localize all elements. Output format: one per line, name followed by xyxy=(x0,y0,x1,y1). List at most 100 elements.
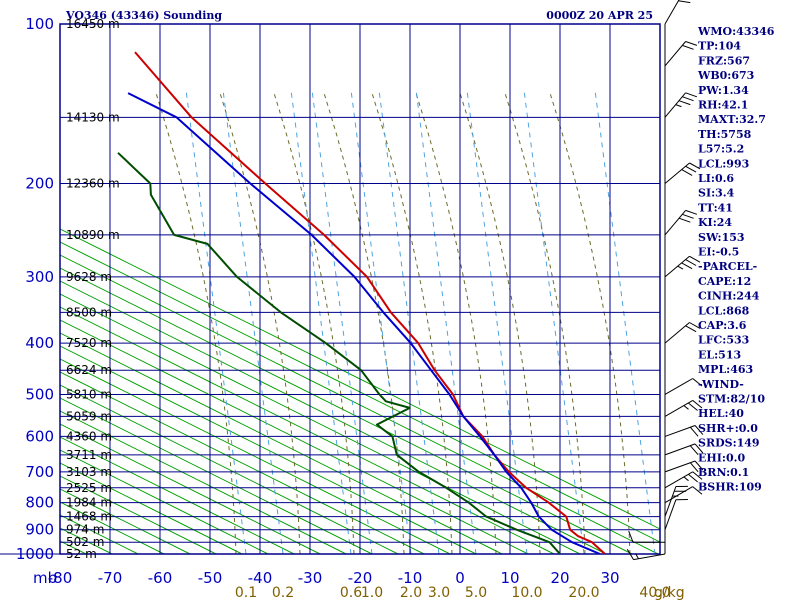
pressure-tick-label: 500 xyxy=(25,385,54,403)
mixing-ratio-line xyxy=(290,89,352,554)
wind-barb-flag xyxy=(692,400,703,409)
index-item: RH:42.1 xyxy=(698,99,748,112)
index-item: BSHR:109 xyxy=(698,481,762,494)
wind-barb-flag xyxy=(678,100,691,106)
dry-adiabat xyxy=(60,358,451,554)
pressure-unit-label: mb xyxy=(33,569,57,587)
dry-adiabat xyxy=(60,280,607,554)
wind-barb-half xyxy=(683,476,689,482)
dry-adiabat xyxy=(60,410,347,554)
index-item: -PARCEL- xyxy=(698,260,757,273)
temperature-tick-label: 30 xyxy=(600,569,619,587)
index-item: LCL:993 xyxy=(698,157,749,170)
wind-barb-flag xyxy=(689,426,699,437)
index-item: MPL:463 xyxy=(698,363,753,376)
wind-barb-flag xyxy=(685,92,698,98)
index-item: LI:0.6 xyxy=(698,172,734,185)
mixing-ratio-label: 20.0 xyxy=(568,585,599,600)
wind-barb-flag xyxy=(685,41,698,46)
chart-title: VO346 (43346) Sounding xyxy=(65,9,222,22)
height-label: 3711 m xyxy=(66,448,112,462)
wind-barb-half xyxy=(675,104,682,108)
wind-barb xyxy=(664,471,693,489)
wind-barb-flag xyxy=(626,548,634,560)
height-label: 502 m xyxy=(66,535,104,549)
wind-barb xyxy=(664,322,690,344)
wind-barb xyxy=(664,425,696,437)
height-label: 12360 m xyxy=(66,177,120,191)
height-label: 974 m xyxy=(66,523,104,537)
wind-barb xyxy=(664,0,680,25)
temperature-tick-label: -20 xyxy=(348,569,373,587)
wind-barb xyxy=(664,378,693,395)
wind-barb-flag xyxy=(689,462,699,473)
wind-barb-flag xyxy=(692,471,703,480)
wind-barb xyxy=(664,92,686,118)
height-label: 9628 m xyxy=(66,270,112,284)
dry-adiabat xyxy=(60,488,191,554)
height-label: 10890 m xyxy=(66,228,120,242)
pressure-tick-label: 900 xyxy=(25,521,54,539)
dry-adiabat xyxy=(60,345,477,554)
temperature-tick-label: 10 xyxy=(500,569,519,587)
wind-barb xyxy=(664,486,693,504)
mixing-ratio-label: 10.0 xyxy=(511,585,542,600)
height-label-group: 16450 m 14130 m 12360 m 10890 m 9628 m 8500 m… xyxy=(66,17,120,561)
dewpoint-line xyxy=(117,152,561,554)
dry-adiabat xyxy=(60,254,659,554)
wind-barb xyxy=(664,255,690,278)
dry-adiabat xyxy=(60,306,555,554)
wind-barb-flag xyxy=(681,169,693,176)
pressure-tick-label: 700 xyxy=(25,463,54,481)
wind-barb-flag xyxy=(685,165,697,173)
temperature-tick-label: -60 xyxy=(148,569,173,587)
height-label: 14130 m xyxy=(66,110,120,124)
temperature-tick-label: -80 xyxy=(48,569,73,587)
temperature-tick-label: -30 xyxy=(298,569,323,587)
mixing-ratio-line xyxy=(350,89,412,554)
wind-barb-flag xyxy=(682,213,694,219)
height-label: 1468 m xyxy=(66,510,112,524)
height-label: 2525 m xyxy=(66,481,112,495)
mixing-ratio-line xyxy=(594,89,656,554)
index-item: SW:153 xyxy=(698,231,745,244)
index-item: KI:24 xyxy=(698,216,732,229)
temperature-tick-label: -50 xyxy=(198,569,223,587)
height-label: 8500 m xyxy=(66,305,112,319)
mixing-ratio-line xyxy=(222,89,284,554)
height-label: 5810 m xyxy=(66,387,112,401)
wind-barb-flag xyxy=(685,325,697,333)
wind-barb-flag xyxy=(685,209,698,215)
wind-barb-flag xyxy=(694,460,704,471)
mixing-ratio-group xyxy=(185,89,656,554)
index-item: SI:3.4 xyxy=(698,187,735,200)
temperature-tick-label: -10 xyxy=(398,569,423,587)
index-item: SRDS:149 xyxy=(698,437,760,450)
pressure-tick-label: 800 xyxy=(25,494,54,512)
index-item: FRZ:567 xyxy=(698,54,750,67)
series-group xyxy=(117,51,606,554)
dry-adiabat xyxy=(60,436,295,554)
dry-adiabat xyxy=(60,267,633,554)
wind-barb xyxy=(633,553,666,561)
temperature-tick-label: -40 xyxy=(248,569,273,587)
wind-barb-half xyxy=(635,553,639,559)
index-item: CAP:3.6 xyxy=(698,319,747,332)
dry-adiabat xyxy=(60,423,321,554)
wind-barb xyxy=(664,460,696,473)
temperature-tick-label: 20 xyxy=(550,569,569,587)
wind-barb xyxy=(664,162,690,184)
wind-barb xyxy=(664,443,696,456)
height-label: 4360 m xyxy=(66,429,112,443)
wind-barb-group xyxy=(626,0,704,561)
mixing-ratio-unit-label: g/kg xyxy=(654,585,685,600)
wind-barb-flag xyxy=(687,473,698,483)
index-item: MAXT:32.7 xyxy=(698,113,766,126)
wind-barb-flag xyxy=(689,445,699,456)
wind-barb-flag xyxy=(689,162,701,170)
index-item: SHR+:0.0 xyxy=(698,422,758,435)
index-item: WB0:673 xyxy=(697,69,754,82)
wind-barb-flag xyxy=(694,425,704,435)
index-item: STM:82/10 xyxy=(698,393,765,406)
